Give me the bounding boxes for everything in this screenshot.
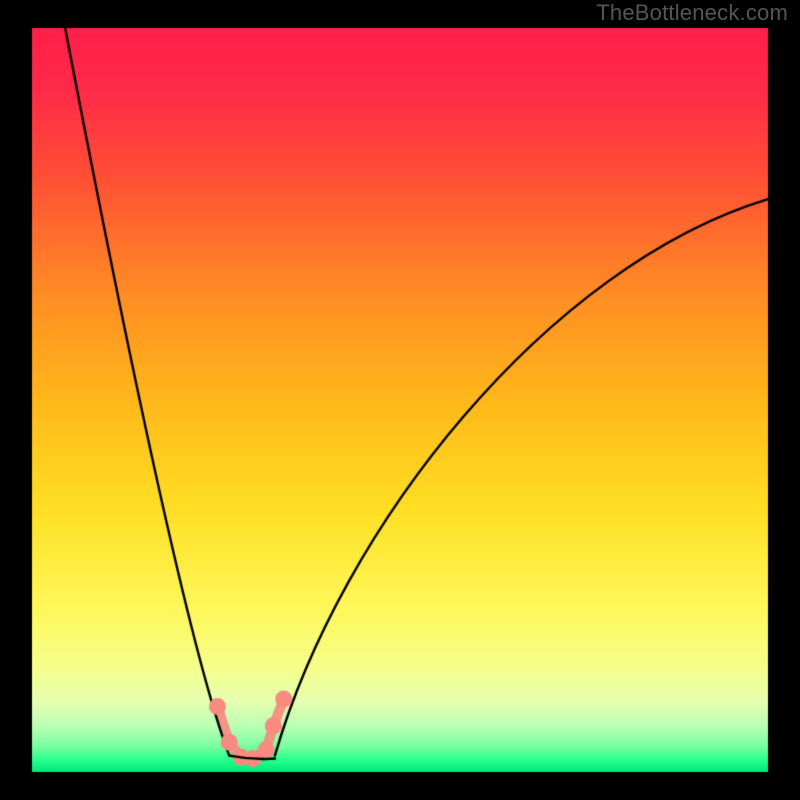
bottleneck-curve-canvas	[0, 0, 800, 800]
watermark-text: TheBottleneck.com	[596, 0, 788, 26]
chart-stage: TheBottleneck.com	[0, 0, 800, 800]
